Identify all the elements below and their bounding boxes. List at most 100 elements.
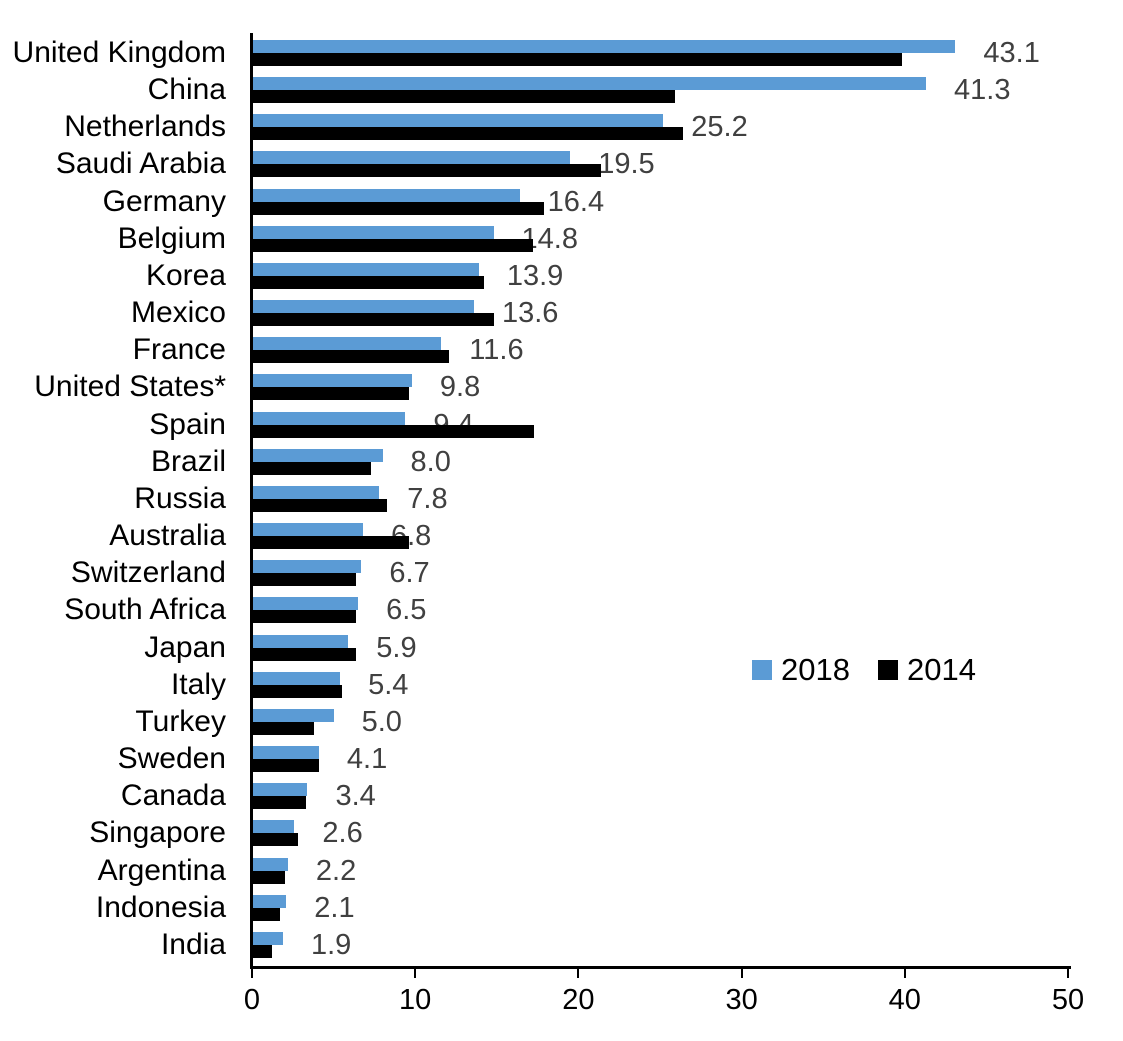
bar-2014-indonesia xyxy=(252,907,280,921)
value-label: 13.9 xyxy=(506,259,564,292)
bar-2014-italy xyxy=(252,684,342,698)
bar-2018-japan xyxy=(252,634,349,648)
category-label: Mexico xyxy=(130,296,226,330)
category-label: Brazil xyxy=(150,444,226,478)
bar-2018-singapore xyxy=(252,820,295,834)
bar-2018-spain xyxy=(252,411,406,425)
category-label: Germany xyxy=(102,184,226,218)
bar-2018-germany xyxy=(252,188,520,202)
bar-2014-germany xyxy=(252,201,545,215)
bar-2014-belgium xyxy=(252,238,533,252)
bar-2018-south-africa xyxy=(252,597,359,611)
bar-2014-brazil xyxy=(252,461,372,475)
bar-2014-saudi-arabia xyxy=(252,164,602,178)
category-label: United Kingdom xyxy=(12,36,226,69)
bar-2018-korea xyxy=(252,262,479,276)
category-label: India xyxy=(160,927,226,961)
legend-label-2018: 2018 xyxy=(781,652,850,687)
bar-2014-canada xyxy=(252,796,306,810)
category-label: Japan xyxy=(144,630,226,664)
bar-2018-australia xyxy=(252,523,363,537)
category-label: Australia xyxy=(109,519,226,553)
value-label: 13.6 xyxy=(501,297,559,330)
bar-2018-russia xyxy=(252,485,380,499)
bar-2018-turkey xyxy=(252,708,334,722)
legend-entry-2014: 2014 xyxy=(877,652,976,687)
bar-2018-china xyxy=(252,77,927,91)
bar-2018-canada xyxy=(252,783,308,797)
value-label: 5.4 xyxy=(368,668,409,701)
bar-2014-india xyxy=(252,944,272,958)
category-label: South Africa xyxy=(64,593,226,627)
value-label: 19.5 xyxy=(598,148,655,181)
x-tick-label: 30 xyxy=(725,984,758,1016)
value-label: 4.1 xyxy=(346,743,388,776)
value-label: 2.6 xyxy=(322,817,363,850)
x-tick xyxy=(577,969,580,978)
bar-2018-belgium xyxy=(252,225,494,239)
legend-entry-2018: 2018 xyxy=(752,653,850,687)
category-label: Indonesia xyxy=(95,890,226,924)
bar-2018-brazil xyxy=(252,448,383,462)
value-label: 25.2 xyxy=(691,111,748,144)
bar-2014-united-states xyxy=(252,387,409,401)
bar-2018-saudi-arabia xyxy=(252,151,571,165)
bar-2018-netherlands xyxy=(252,114,664,128)
y-axis-line xyxy=(250,33,253,969)
bar-2018-mexico xyxy=(252,300,474,314)
bar-2018-united-states xyxy=(252,374,412,388)
bar-2014-australia xyxy=(252,536,409,550)
value-label: 2.2 xyxy=(315,854,357,887)
value-label: 5.9 xyxy=(376,631,417,664)
x-tick xyxy=(414,969,417,978)
x-tick-label: 20 xyxy=(562,984,595,1016)
x-tick xyxy=(1067,969,1069,978)
bar-2014-russia xyxy=(252,498,388,512)
bar-2014-turkey xyxy=(252,721,315,735)
value-label: 5.0 xyxy=(361,705,402,738)
bar-2014-france xyxy=(252,350,450,364)
category-label: Singapore xyxy=(89,816,226,850)
value-label: 41.3 xyxy=(954,74,1011,107)
category-label: Spain xyxy=(149,407,226,441)
bar-2014-netherlands xyxy=(252,127,683,141)
category-label: France xyxy=(132,333,226,367)
bar-2018-sweden xyxy=(252,746,319,760)
bar-2014-mexico xyxy=(252,313,494,327)
bar-2014-argentina xyxy=(252,870,285,884)
bar-2018-france xyxy=(252,337,442,351)
x-tick xyxy=(903,969,906,978)
category-label: United States* xyxy=(34,370,226,404)
bar-2014-switzerland xyxy=(252,573,357,587)
legend-label-2014: 2014 xyxy=(906,652,976,687)
value-label: 16.4 xyxy=(547,185,605,218)
value-label: 6.5 xyxy=(386,594,427,627)
bar-2014-united-kingdom xyxy=(252,53,902,66)
category-label: Turkey xyxy=(135,704,226,738)
bar-2014-spain xyxy=(252,424,535,438)
bar-2018-argentina xyxy=(252,857,288,871)
x-tick xyxy=(740,969,743,978)
category-label: Sweden xyxy=(117,742,226,776)
value-label: 8.0 xyxy=(410,445,451,478)
bar-2014-japan xyxy=(252,647,357,661)
value-label: 9.8 xyxy=(439,371,481,404)
category-label: Switzerland xyxy=(70,556,226,590)
category-label: Canada xyxy=(120,779,226,813)
x-tick-label: 0 xyxy=(243,984,261,1016)
value-label: 6.7 xyxy=(389,557,430,590)
value-label: 3.4 xyxy=(335,780,376,813)
x-tick xyxy=(251,969,253,978)
x-tick-label: 10 xyxy=(399,984,432,1016)
bar-2014-sweden xyxy=(252,759,319,773)
x-axis-line xyxy=(250,966,1071,969)
bar-2018-indonesia xyxy=(252,894,287,908)
legend-swatch-2014 xyxy=(877,660,898,680)
x-tick-label: 40 xyxy=(888,984,921,1016)
category-label: Netherlands xyxy=(64,110,226,144)
category-label: Saudi Arabia xyxy=(55,147,226,181)
category-label: Russia xyxy=(134,481,226,515)
value-label: 1.9 xyxy=(311,928,352,961)
bar-2018-switzerland xyxy=(252,560,362,574)
